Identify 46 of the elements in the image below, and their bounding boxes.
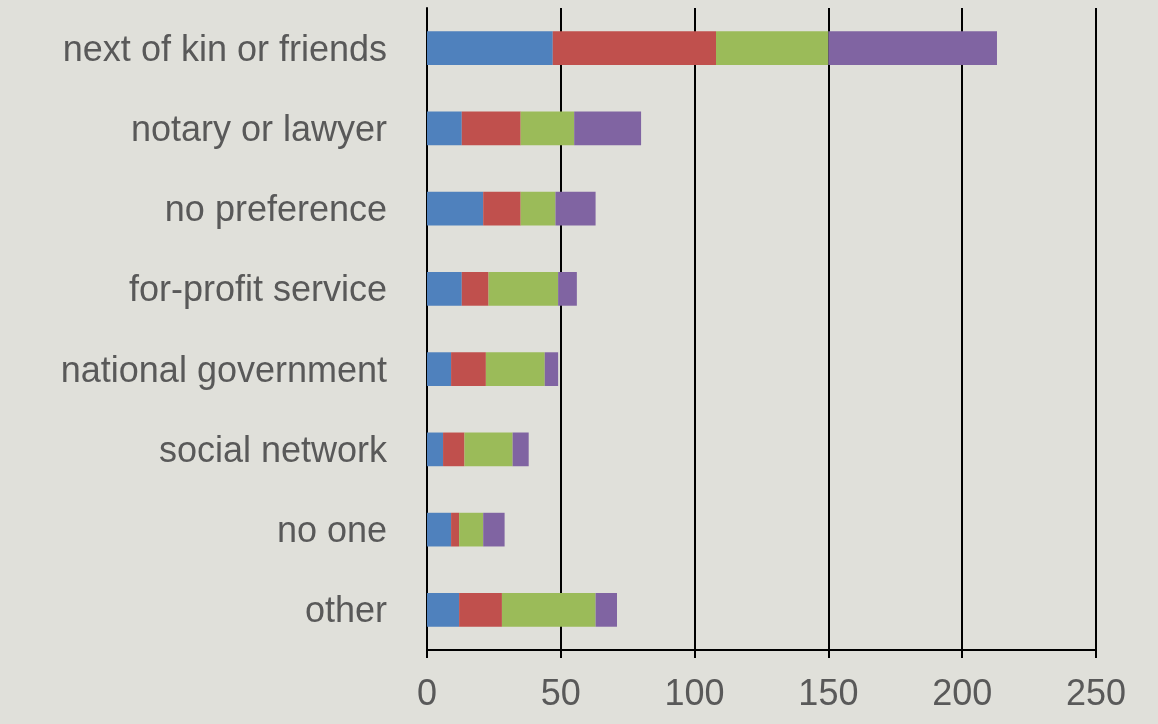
x-tick-label: 0 <box>416 671 438 713</box>
bar <box>558 272 577 306</box>
bar <box>459 593 502 627</box>
bar <box>574 111 642 146</box>
bar <box>427 432 444 467</box>
bar <box>552 31 717 65</box>
bar <box>461 272 489 306</box>
bar <box>427 191 484 226</box>
bar <box>512 432 529 467</box>
bar <box>520 191 556 226</box>
bar <box>501 593 596 627</box>
bar <box>483 512 505 547</box>
bar <box>427 512 452 547</box>
bar <box>483 191 521 226</box>
bar <box>461 111 521 146</box>
y-tick-label: notary or lawyer <box>130 107 387 149</box>
y-tick-label: no preference <box>164 188 387 230</box>
bar <box>595 593 617 627</box>
bar <box>427 272 462 306</box>
bar <box>459 512 484 547</box>
bar <box>427 593 460 627</box>
bar <box>828 31 997 65</box>
x-tick-label: 200 <box>932 671 993 713</box>
bar <box>555 191 596 226</box>
x-tick-label: 100 <box>664 671 725 713</box>
x-tick-label: 50 <box>540 671 581 713</box>
bar <box>443 432 465 467</box>
y-tick-label: no one <box>276 509 387 551</box>
bar <box>520 111 575 146</box>
y-tick-label: other <box>304 589 387 631</box>
y-tick-label: social network <box>158 428 388 470</box>
bar <box>488 272 559 306</box>
bar <box>451 352 486 386</box>
bar <box>427 31 553 65</box>
y-tick-label: next of kin or friends <box>62 27 387 69</box>
x-tick-label: 250 <box>1065 671 1127 713</box>
x-tick-label: 150 <box>798 671 859 713</box>
y-tick-label: for-profit service <box>128 268 387 310</box>
bar <box>451 512 460 547</box>
bar <box>485 352 545 386</box>
y-tick-label: national government <box>60 348 387 390</box>
bar <box>716 31 829 65</box>
bar <box>544 352 559 386</box>
bar <box>464 432 513 467</box>
bar <box>427 111 462 146</box>
bar <box>427 352 452 386</box>
